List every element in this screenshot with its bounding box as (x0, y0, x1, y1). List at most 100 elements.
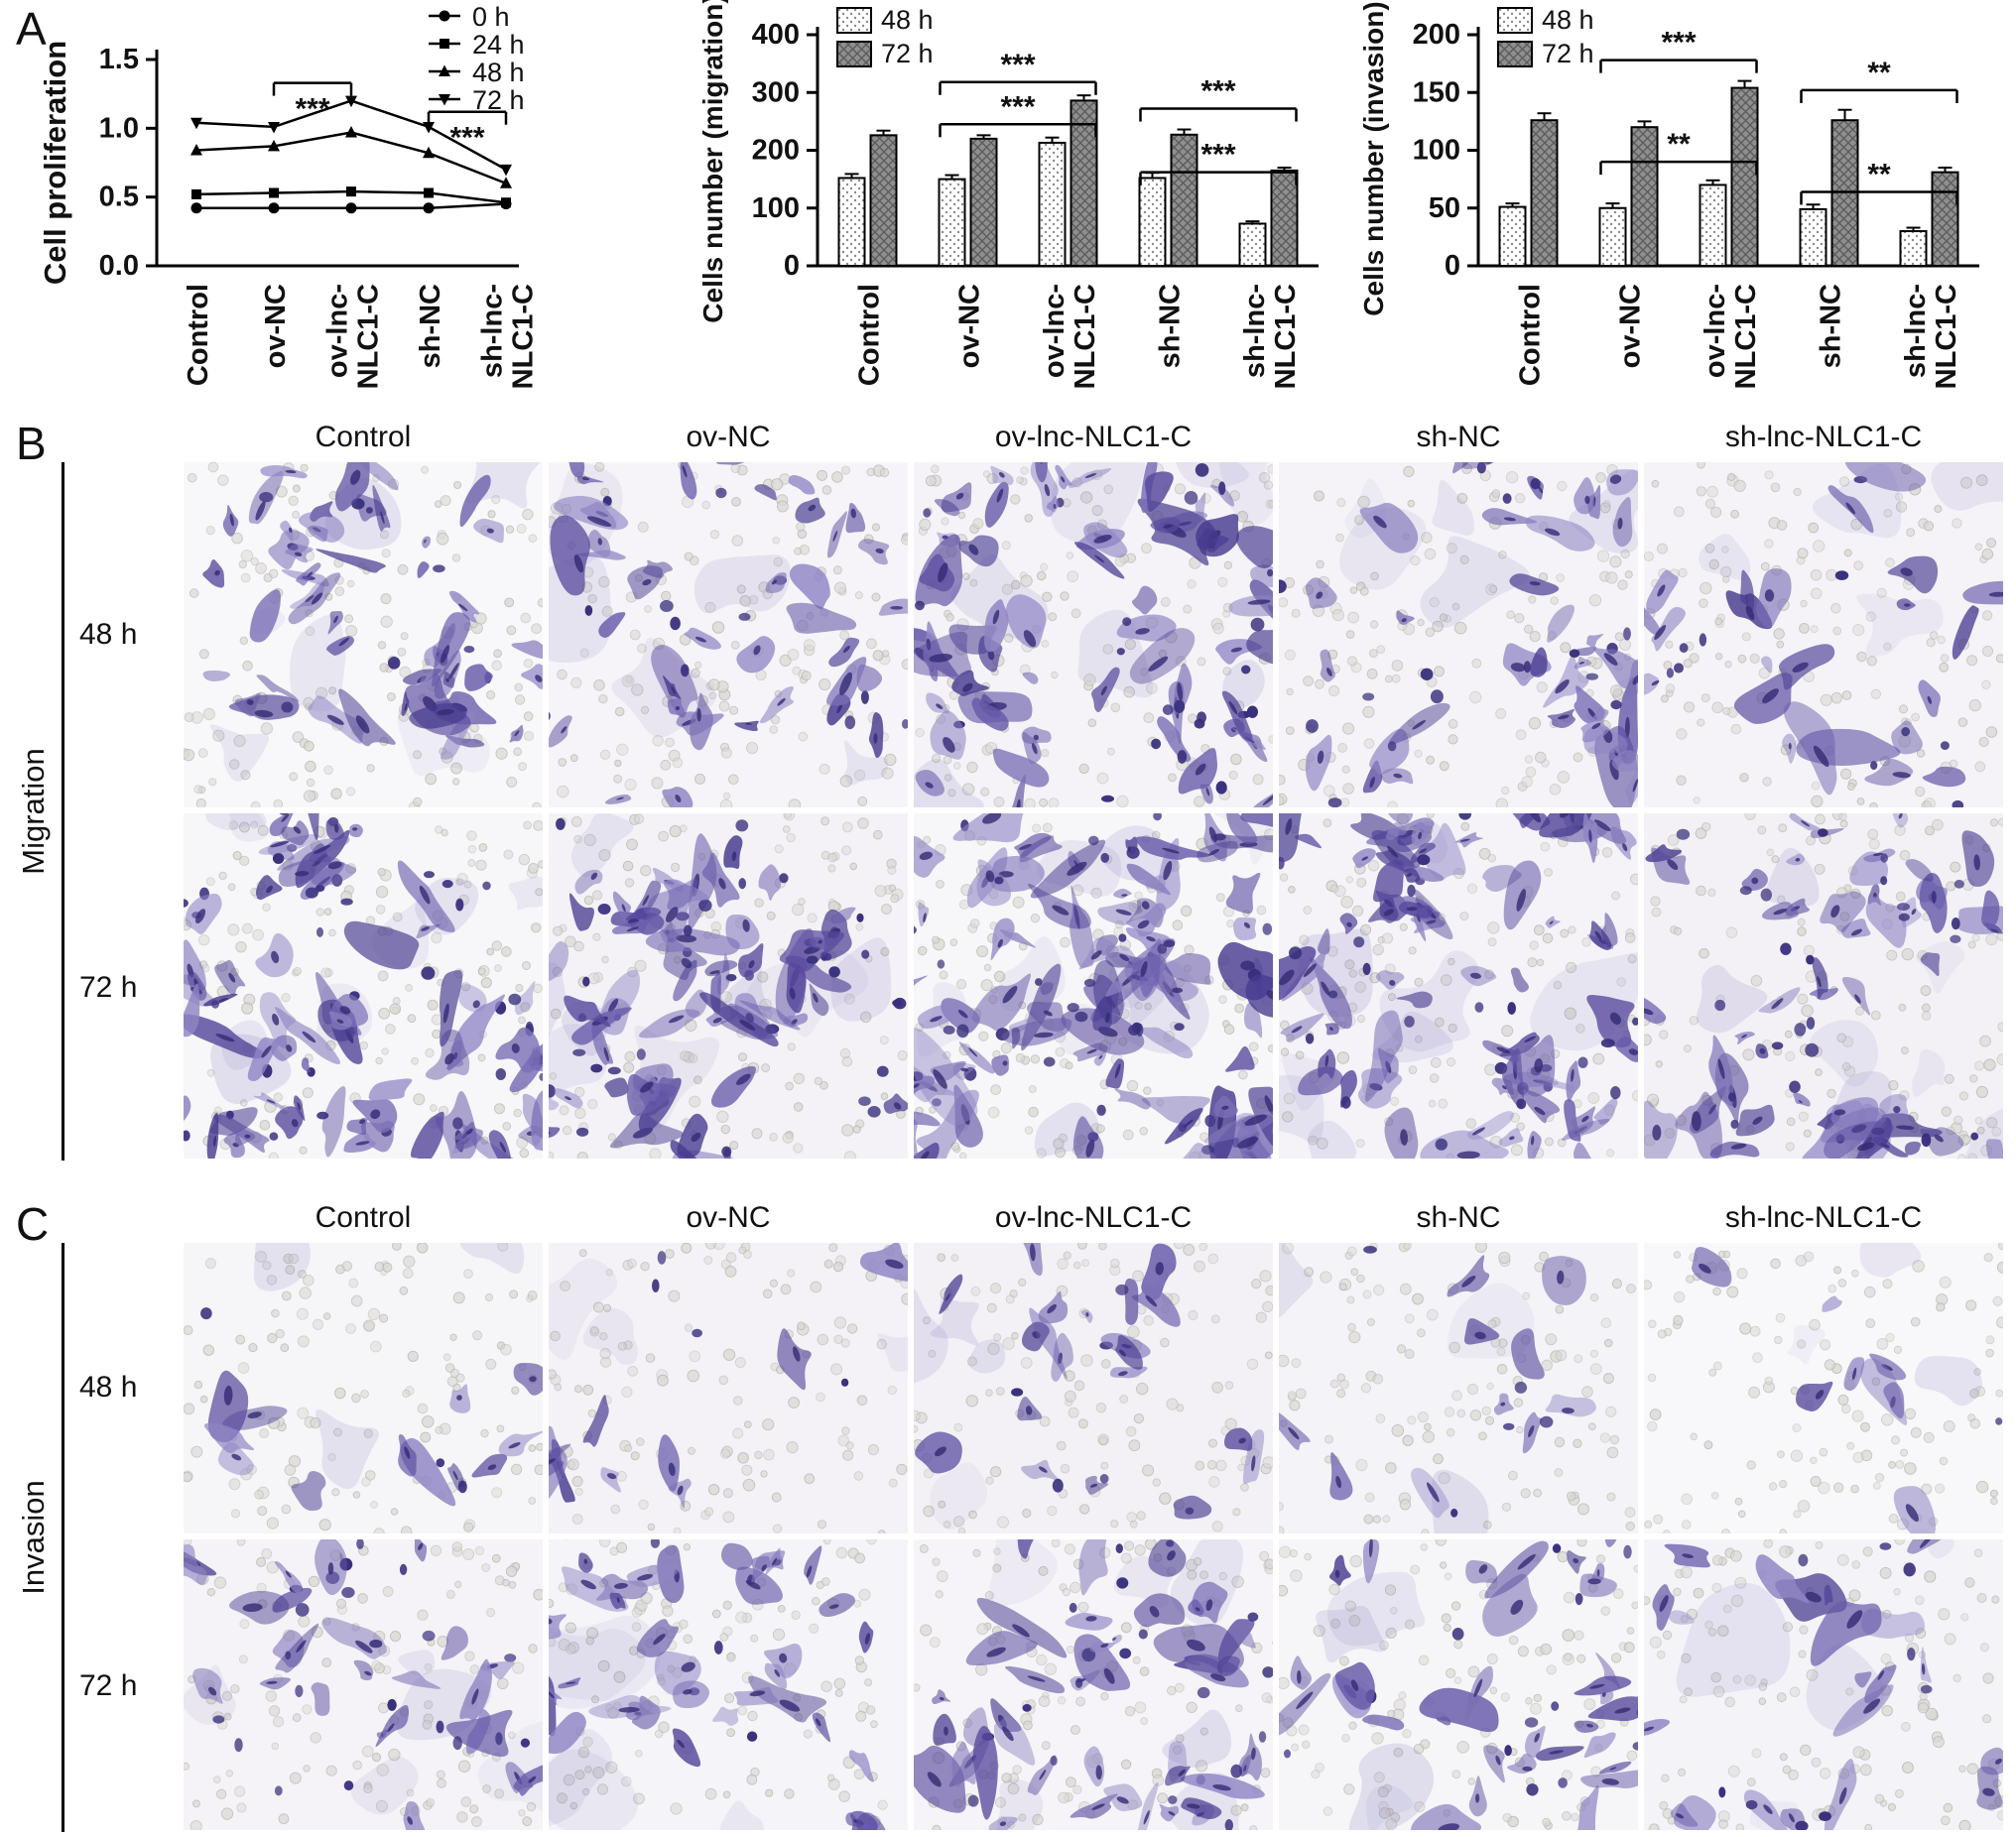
column-header-sh-lnc-nlc1-c: sh-lnc-NLC1-C (1724, 421, 1923, 453)
svg-text:***: *** (1000, 90, 1035, 123)
svg-text:sh-NC: sh-NC (1816, 284, 1847, 368)
micrograph-migration-48h-col0 (184, 462, 543, 807)
svg-text:ov-lnc-: ov-lnc- (1039, 284, 1071, 378)
svg-text:NLC1-C: NLC1-C (1270, 284, 1302, 389)
micrograph-invasion-48h-col4 (1644, 1243, 2003, 1533)
micrograph-migration-48h-col4 (1644, 462, 2003, 807)
svg-text:NLC1-C: NLC1-C (1730, 284, 1762, 389)
svg-text:**: ** (1867, 158, 1891, 190)
svg-text:72 h: 72 h (881, 39, 934, 68)
svg-text:100: 100 (1413, 135, 1460, 167)
invasion-axis-label: Invasion (16, 1480, 51, 1595)
svg-text:0: 0 (784, 250, 800, 282)
panel-c-column-headers: Control ov-NC ov-lnc-NLC1-C sh-NC sh-lnc-NLC… (184, 1201, 2003, 1235)
svg-text:48 h: 48 h (472, 58, 525, 87)
micrograph-invasion-48h-col1 (549, 1243, 908, 1533)
micrograph-invasion-48h-col2 (914, 1243, 1273, 1533)
panel-b-label: B (16, 418, 47, 469)
panel-b-micrograph-grid (184, 462, 2003, 1159)
svg-text:***: *** (295, 93, 329, 126)
svg-text:100: 100 (752, 192, 800, 224)
panel-b-axis-line (62, 462, 64, 1161)
svg-text:Control: Control (1515, 284, 1547, 386)
svg-text:72 h: 72 h (472, 85, 525, 115)
svg-text:Cell proliferation: Cell proliferation (38, 41, 72, 285)
charts-row: 0.0 0.5 1.0 1.5 Cell proliferation Control ov-… (18, 0, 1994, 415)
micrograph-migration-48h-col2 (914, 462, 1273, 807)
svg-text:NLC1-C: NLC1-C (353, 284, 385, 389)
svg-text:sh-lnc-: sh-lnc- (477, 284, 509, 378)
svg-text:Cells number (invasion): Cells number (invasion) (1358, 1, 1389, 315)
panel-c-micrograph-grid (184, 1243, 2003, 1830)
svg-text:48 h: 48 h (881, 5, 934, 35)
panel-b-row-label-72h: 72 h (79, 971, 138, 1004)
svg-text:Control: Control (854, 284, 886, 386)
panel-b-column-headers: Control ov-NC ov-lnc-NLC1-C sh-NC sh-lnc-NLC… (184, 421, 2003, 454)
svg-text:NLC1-C: NLC1-C (1931, 284, 1962, 389)
svg-text:200: 200 (752, 135, 800, 167)
column-header-ov-nc: ov-NC (686, 421, 771, 453)
svg-text:NLC1-C: NLC1-C (508, 284, 540, 389)
column-header-sh-nc: sh-NC (1416, 421, 1501, 453)
svg-text:***: *** (1200, 139, 1235, 172)
svg-text:ov-NC: ov-NC (954, 284, 986, 368)
svg-text:48 h: 48 h (1542, 5, 1594, 35)
svg-text:0: 0 (1445, 250, 1460, 282)
svg-text:***: *** (1000, 49, 1035, 81)
svg-text:72 h: 72 h (1542, 39, 1594, 68)
micrograph-invasion-48h-col3 (1279, 1243, 1638, 1533)
column-header-control: Control (315, 1201, 412, 1234)
svg-text:ov-NC: ov-NC (1615, 284, 1647, 368)
panel-a: A 0.0 0.5 1.0 1.5 Cell proliferation Control o… (0, 0, 2016, 415)
micrograph-invasion-72h-col2 (914, 1539, 1273, 1830)
svg-text:0.5: 0.5 (99, 182, 139, 213)
svg-text:1.0: 1.0 (99, 112, 139, 144)
svg-text:150: 150 (1413, 76, 1460, 108)
column-header-sh-lnc-nlc1-c: sh-lnc-NLC1-C (1724, 1201, 1923, 1234)
svg-text:Cells number (migration): Cells number (migration) (697, 0, 728, 323)
micrograph-migration-72h-col3 (1279, 813, 1638, 1159)
svg-text:***: *** (449, 122, 484, 155)
svg-text:0.0: 0.0 (99, 250, 139, 282)
svg-text:sh-lnc-: sh-lnc- (1239, 284, 1271, 378)
micrograph-migration-72h-col2 (914, 813, 1273, 1159)
micrograph-invasion-72h-col0 (184, 1539, 543, 1830)
svg-text:sh-lnc-: sh-lnc- (1900, 284, 1932, 378)
panel-b-row-label-48h: 48 h (79, 618, 138, 651)
column-header-control: Control (315, 421, 412, 453)
svg-text:**: ** (1667, 128, 1691, 161)
svg-text:ov-lnc-: ov-lnc- (322, 284, 354, 378)
micrograph-invasion-72h-col1 (549, 1539, 908, 1830)
panel-c-row-label-48h: 48 h (79, 1371, 138, 1404)
svg-text:ov-lnc-: ov-lnc- (1700, 284, 1731, 378)
svg-text:**: ** (1867, 57, 1891, 89)
svg-text:400: 400 (752, 19, 800, 51)
micrograph-migration-72h-col4 (1644, 813, 2003, 1159)
svg-text:50: 50 (1429, 192, 1460, 224)
svg-text:ov-NC: ov-NC (260, 284, 292, 368)
svg-text:300: 300 (752, 76, 800, 108)
migration-axis-label: Migration (16, 748, 51, 875)
svg-text:200: 200 (1413, 19, 1460, 51)
panel-c-axis-line (62, 1243, 64, 1832)
micrograph-invasion-48h-col0 (184, 1243, 543, 1533)
micrograph-migration-72h-col1 (549, 813, 908, 1159)
panel-c-row-label-72h: 72 h (79, 1669, 138, 1702)
column-header-ov-lnc-nlc1-c: ov-lnc-NLC1-C (994, 421, 1193, 453)
svg-text:***: *** (1661, 27, 1696, 60)
panel-c-invasion: C Control ov-NC ov-lnc-NLC1-C sh-NC sh-lnc-N… (0, 1195, 2016, 1837)
proliferation-line-chart: 0.0 0.5 1.0 1.5 Cell proliferation Control ov-… (38, 2, 540, 389)
svg-text:24 h: 24 h (472, 30, 525, 60)
svg-text:sh-NC: sh-NC (1155, 284, 1187, 368)
svg-text:sh-NC: sh-NC (415, 284, 446, 368)
svg-text:NLC1-C: NLC1-C (1070, 284, 1101, 389)
panel-a-label: A (16, 3, 47, 55)
svg-text:***: *** (1200, 75, 1235, 108)
column-header-ov-lnc-nlc1-c: ov-lnc-NLC1-C (994, 1201, 1193, 1234)
micrograph-migration-48h-col3 (1279, 462, 1638, 807)
micrograph-invasion-72h-col4 (1644, 1539, 2003, 1830)
micrograph-migration-72h-col0 (184, 813, 543, 1159)
panel-c-label: C (16, 1198, 50, 1250)
panel-b-migration: B Control ov-NC ov-lnc-NLC1-C sh-NC sh-lnc-N… (0, 415, 2016, 1190)
micrograph-migration-48h-col1 (549, 462, 908, 807)
